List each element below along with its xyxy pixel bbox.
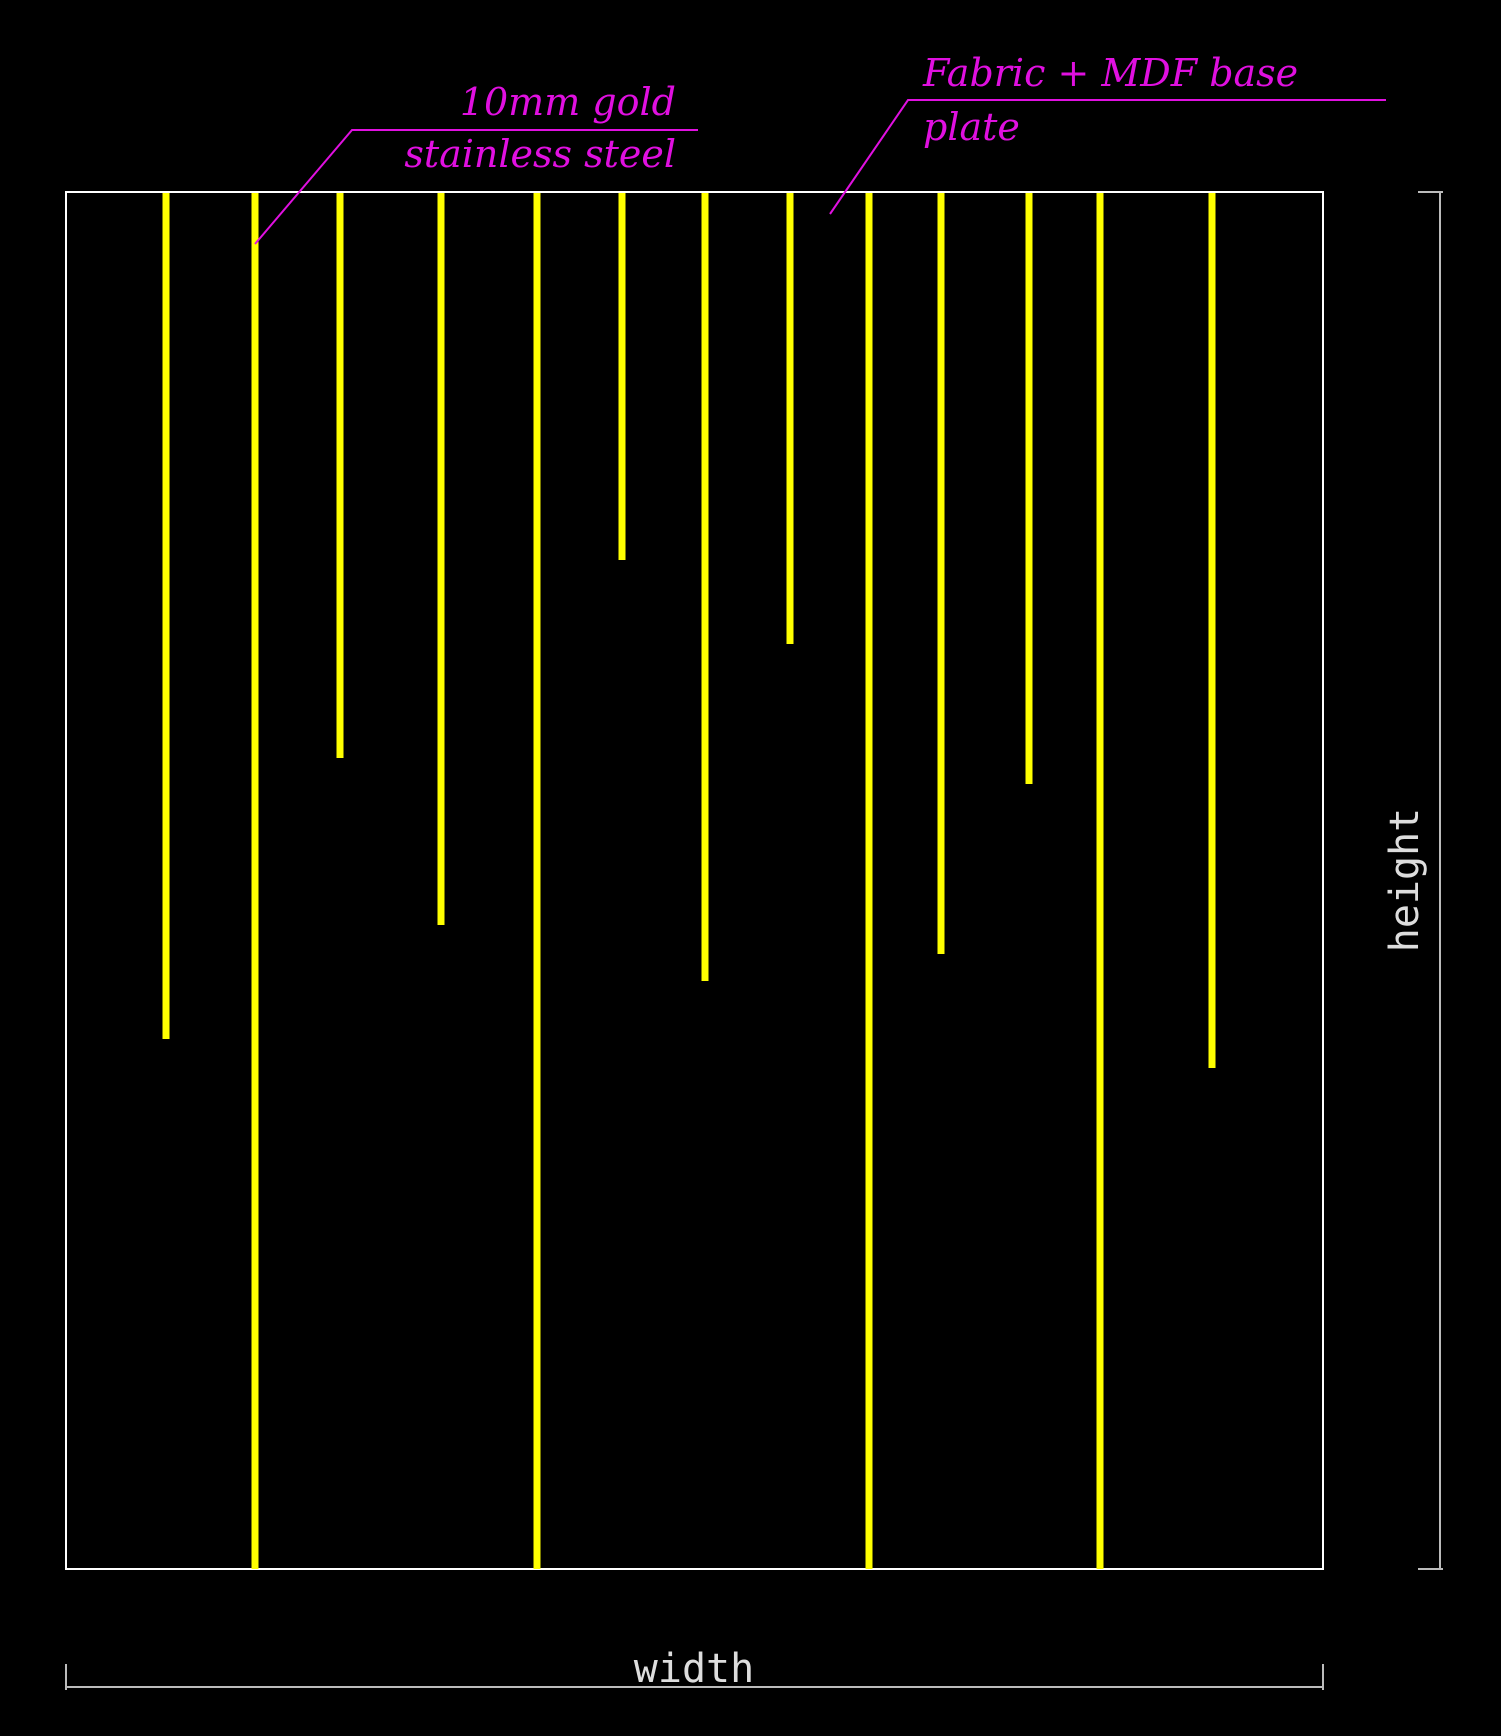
callout-text-line1: Fabric + MDF base [922,51,1298,95]
leader-line [829,99,1386,215]
callout-text-line2: plate [923,105,1020,149]
callout-text-line2: stainless steel [404,132,676,176]
leader-line [254,129,698,245]
panel-outline [65,191,1324,1570]
callout-metal-strip: 10mm gold stainless steel [254,80,698,245]
width-dimension: width [65,1646,1324,1692]
callout-base: Fabric + MDF base plate [829,51,1386,215]
callout-text-line1: 10mm gold [460,80,676,124]
strips-group [162,193,1216,1569]
height-dimension: height [1382,191,1443,1570]
width-label: width [634,1646,754,1692]
height-label: height [1382,808,1428,953]
